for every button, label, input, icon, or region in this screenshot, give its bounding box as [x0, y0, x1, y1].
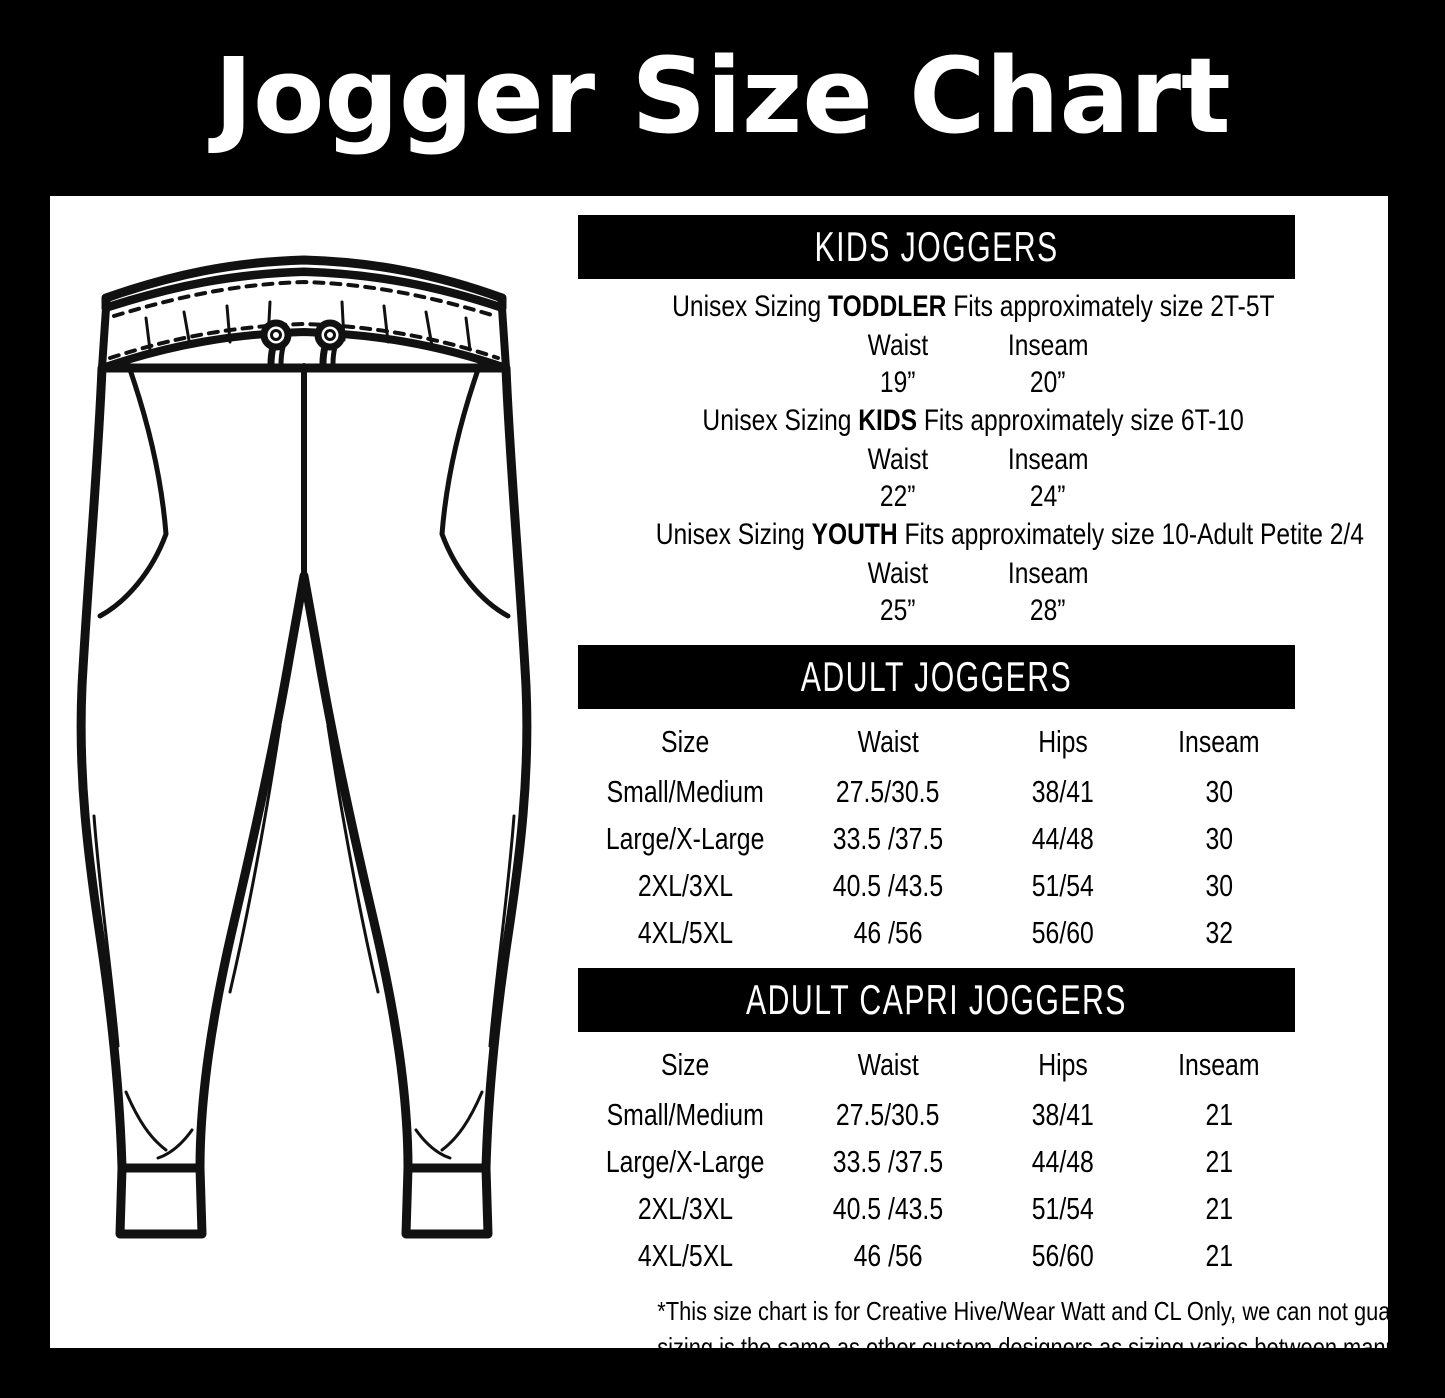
table-header-row: Size Waist Hips Inseam	[578, 1032, 1295, 1091]
kids-measure-values: 22” 24”	[578, 478, 1368, 515]
cell-hips: 38/41	[1031, 1097, 1095, 1132]
kids-group-prefix: Unisex Sizing	[655, 518, 812, 551]
kids-group-prefix: Unisex Sizing	[702, 404, 859, 437]
kids-measure-values: 19” 20”	[578, 364, 1368, 401]
kids-group-line: Unisex Sizing KIDS Fits approximately si…	[578, 401, 1368, 441]
cell-inseam: 21	[1205, 1191, 1233, 1226]
cell-hips: 51/54	[1031, 868, 1095, 903]
kids-waist-value: 22”	[880, 480, 916, 513]
kids-inseam-value: 28”	[1030, 594, 1066, 627]
kids-waist-label: Waist	[867, 443, 929, 476]
kids-waist-value: 19”	[880, 366, 916, 399]
column-header-hips: Hips	[1038, 1047, 1088, 1082]
column-header-size: Size	[661, 1047, 710, 1082]
column-header-waist: Waist	[857, 724, 919, 759]
table-row: 2XL/3XL 40.5 /43.5 51/54 30	[578, 862, 1295, 909]
size-tables-column: KIDS JOGGERS Unisex Sizing TODDLER Fits …	[578, 215, 1445, 1362]
cell-hips: 56/60	[1031, 915, 1095, 950]
cell-size: Large/X-Large	[606, 821, 765, 856]
kids-group-name: YOUTH	[811, 518, 898, 551]
cell-size: 2XL/3XL	[637, 868, 734, 903]
cell-inseam: 21	[1205, 1097, 1233, 1132]
adult-joggers-table: Size Waist Hips Inseam Small/Medium 27.5…	[578, 709, 1295, 956]
table-row: 4XL/5XL 46 /56 56/60 32	[578, 909, 1295, 956]
cell-waist: 27.5/30.5	[836, 1097, 940, 1132]
jogger-pants-illustration	[54, 216, 554, 1306]
cell-size: Small/Medium	[606, 1097, 765, 1132]
kids-waist-label: Waist	[867, 557, 929, 590]
kids-sizing-block: Unisex Sizing TODDLER Fits approximately…	[578, 279, 1368, 629]
kids-waist-value: 25”	[880, 594, 916, 627]
column-header-inseam: Inseam	[1178, 1047, 1260, 1082]
footnote-line-1: *This size chart is for Creative Hive/We…	[657, 1296, 1445, 1326]
section-header-adult-label: ADULT JOGGERS	[800, 653, 1073, 700]
cell-waist: 33.5 /37.5	[832, 821, 944, 856]
kids-inseam-label: Inseam	[1007, 329, 1089, 362]
section-header-adult-capri: ADULT CAPRI JOGGERS	[578, 968, 1295, 1032]
cell-size: Large/X-Large	[606, 1144, 765, 1179]
kids-inseam-value: 24”	[1030, 480, 1066, 513]
kids-measure-labels: Waist Inseam	[578, 327, 1368, 364]
section-header-kids: KIDS JOGGERS	[578, 215, 1295, 279]
cell-inseam: 30	[1205, 868, 1233, 903]
kids-group-suffix: Fits approximately size 6T-10	[916, 404, 1244, 437]
cell-hips: 44/48	[1031, 821, 1095, 856]
content-panel: KIDS JOGGERS Unisex Sizing TODDLER Fits …	[50, 196, 1445, 1362]
kids-measure-labels: Waist Inseam	[578, 441, 1368, 478]
cell-hips: 38/41	[1031, 774, 1095, 809]
kids-inseam-label: Inseam	[1007, 443, 1089, 476]
kids-measure-values: 25” 28”	[578, 592, 1368, 629]
cell-waist: 40.5 /43.5	[832, 1191, 944, 1226]
cell-hips: 44/48	[1031, 1144, 1095, 1179]
table-row: 2XL/3XL 40.5 /43.5 51/54 21	[578, 1185, 1295, 1232]
cell-waist: 46 /56	[853, 915, 923, 950]
kids-group-line: Unisex Sizing TODDLER Fits approximately…	[578, 287, 1368, 327]
kids-group-line: Unisex Sizing YOUTH Fits approximately s…	[578, 515, 1368, 555]
kids-group-prefix: Unisex Sizing	[671, 290, 828, 323]
kids-group-name: TODDLER	[827, 290, 947, 323]
cell-hips: 51/54	[1031, 1191, 1095, 1226]
cell-size: 2XL/3XL	[637, 1191, 734, 1226]
cell-waist: 40.5 /43.5	[832, 868, 944, 903]
kids-waist-label: Waist	[867, 329, 929, 362]
kids-group-name: KIDS	[858, 404, 917, 437]
cell-inseam: 30	[1205, 821, 1233, 856]
cell-waist: 46 /56	[853, 1238, 923, 1273]
column-header-size: Size	[661, 724, 710, 759]
page-title: Jogger Size Chart	[214, 35, 1231, 157]
kids-group-suffix: Fits approximately size 10-Adult Petite …	[897, 518, 1364, 551]
cell-waist: 27.5/30.5	[836, 774, 940, 809]
table-row: Large/X-Large 33.5 /37.5 44/48 30	[578, 815, 1295, 862]
section-header-adult: ADULT JOGGERS	[578, 645, 1295, 709]
cell-inseam: 32	[1205, 915, 1233, 950]
table-row: Small/Medium 27.5/30.5 38/41 21	[578, 1091, 1295, 1138]
cell-size: 4XL/5XL	[637, 915, 734, 950]
table-row: Small/Medium 27.5/30.5 38/41 30	[578, 768, 1295, 815]
disclaimer-footnote: *This size chart is for Creative Hive/We…	[578, 1293, 1445, 1365]
cell-size: 4XL/5XL	[637, 1238, 734, 1273]
column-header-waist: Waist	[857, 1047, 919, 1082]
adult-capri-joggers-table: Size Waist Hips Inseam Small/Medium 27.5…	[578, 1032, 1295, 1279]
cell-inseam: 21	[1205, 1144, 1233, 1179]
footnote-line-2: sizing is the same as other custom desig…	[657, 1332, 1445, 1362]
kids-inseam-value: 20”	[1030, 366, 1066, 399]
kids-measure-labels: Waist Inseam	[578, 555, 1368, 592]
column-header-inseam: Inseam	[1178, 724, 1260, 759]
cell-size: Small/Medium	[606, 774, 765, 809]
cell-waist: 33.5 /37.5	[832, 1144, 944, 1179]
cell-hips: 56/60	[1031, 1238, 1095, 1273]
kids-group-suffix: Fits approximately size 2T-5T	[946, 290, 1275, 323]
table-row: Large/X-Large 33.5 /37.5 44/48 21	[578, 1138, 1295, 1185]
table-row: 4XL/5XL 46 /56 56/60 21	[578, 1232, 1295, 1279]
cell-inseam: 30	[1205, 774, 1233, 809]
kids-inseam-label: Inseam	[1007, 557, 1089, 590]
section-header-kids-label: KIDS JOGGERS	[814, 223, 1059, 270]
table-header-row: Size Waist Hips Inseam	[578, 709, 1295, 768]
section-header-adult-capri-label: ADULT CAPRI JOGGERS	[746, 976, 1127, 1023]
cell-inseam: 21	[1205, 1238, 1233, 1273]
column-header-hips: Hips	[1038, 724, 1088, 759]
